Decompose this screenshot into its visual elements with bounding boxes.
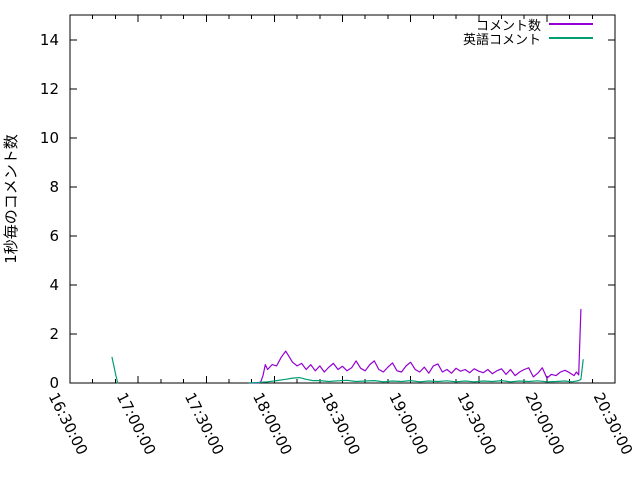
- series-1: [111, 356, 584, 384]
- legend-item-comments: コメント数: [463, 17, 593, 34]
- y-tick-label: 8: [49, 178, 59, 196]
- legend-line-sample-english-comments: [549, 37, 593, 39]
- legend-label-comments: コメント数: [475, 18, 541, 34]
- y-tick-label: 0: [49, 374, 59, 392]
- y-tick-label: 10: [40, 129, 59, 147]
- x-tick-label: 19:30:00: [453, 390, 500, 458]
- y-tick-label: 6: [49, 227, 59, 245]
- x-tick-label: 17:30:00: [181, 390, 228, 458]
- legend-line-sample-comments: [549, 23, 593, 25]
- legend-label-english-comments: 英語コメント: [462, 32, 541, 48]
- x-tick-label: 20:00:00: [522, 390, 569, 458]
- x-tick-label: 17:00:00: [113, 390, 160, 458]
- x-tick-label: 20:30:00: [590, 390, 637, 458]
- series-line: [111, 356, 119, 384]
- series-0: [248, 308, 582, 384]
- x-tick-label: 19:00:00: [385, 390, 432, 458]
- y-axis-title: 1秒毎のコメント数: [2, 134, 20, 264]
- legend: コメント数 英語コメント: [462, 17, 593, 48]
- series-line: [248, 308, 582, 384]
- y-tick-label: 12: [40, 80, 59, 98]
- y-tick-label: 4: [49, 276, 59, 294]
- x-tick-label: 16:30:00: [45, 390, 92, 458]
- y-tick-label: 2: [49, 325, 59, 343]
- legend-item-english-comments: 英語コメント: [462, 31, 593, 48]
- y-tick-label: 14: [40, 31, 59, 49]
- x-axis-ticks: [69, 15, 616, 383]
- x-tick-label: 18:00:00: [249, 390, 296, 458]
- y-axis-ticks: [70, 39, 615, 384]
- x-tick-label: 18:30:00: [317, 390, 364, 458]
- plot-border: [69, 14, 616, 384]
- series-line: [248, 359, 584, 384]
